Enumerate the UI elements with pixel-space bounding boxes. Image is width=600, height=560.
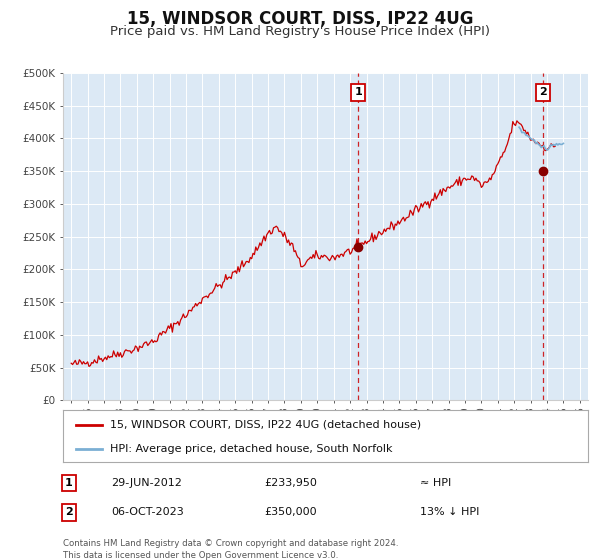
Text: 06-OCT-2023: 06-OCT-2023	[111, 507, 184, 517]
Text: 2: 2	[65, 507, 73, 517]
Text: HPI: Average price, detached house, South Norfolk: HPI: Average price, detached house, Sout…	[110, 444, 393, 454]
Text: £233,950: £233,950	[264, 478, 317, 488]
Text: 1: 1	[65, 478, 73, 488]
Text: 29-JUN-2012: 29-JUN-2012	[111, 478, 182, 488]
Text: £350,000: £350,000	[264, 507, 317, 517]
Text: 13% ↓ HPI: 13% ↓ HPI	[420, 507, 479, 517]
Text: 1: 1	[355, 87, 362, 97]
Text: ≈ HPI: ≈ HPI	[420, 478, 451, 488]
Text: Contains HM Land Registry data © Crown copyright and database right 2024.
This d: Contains HM Land Registry data © Crown c…	[63, 539, 398, 559]
Text: 15, WINDSOR COURT, DISS, IP22 4UG (detached house): 15, WINDSOR COURT, DISS, IP22 4UG (detac…	[110, 419, 421, 430]
Text: 2: 2	[539, 87, 547, 97]
Text: 15, WINDSOR COURT, DISS, IP22 4UG: 15, WINDSOR COURT, DISS, IP22 4UG	[127, 10, 473, 28]
Text: Price paid vs. HM Land Registry's House Price Index (HPI): Price paid vs. HM Land Registry's House …	[110, 25, 490, 38]
